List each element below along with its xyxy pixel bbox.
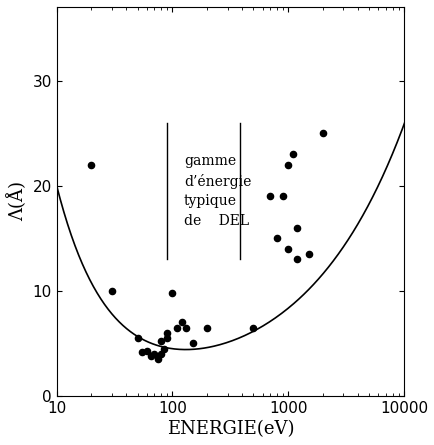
Point: [304, 251, 311, 258]
Point: [108, 287, 115, 295]
Point: [173, 324, 180, 331]
Point: [158, 338, 164, 345]
Point: [178, 319, 184, 326]
Point: [168, 289, 175, 296]
Point: [189, 340, 196, 347]
Point: [319, 129, 326, 137]
Point: [143, 347, 150, 354]
Point: [147, 352, 154, 360]
Point: [293, 256, 300, 263]
Point: [289, 150, 296, 158]
Point: [203, 324, 210, 331]
Point: [284, 161, 291, 168]
Point: [151, 350, 158, 357]
Text: gamme
d’énergie
typique
de    DEL: gamme d’énergie typique de DEL: [184, 154, 251, 228]
Point: [279, 193, 286, 200]
Point: [161, 345, 168, 352]
Y-axis label: Λ(Å): Λ(Å): [7, 182, 27, 222]
X-axis label: ENERGIE(eV): ENERGIE(eV): [166, 420, 293, 438]
Point: [158, 350, 164, 357]
Point: [163, 329, 170, 336]
Point: [182, 324, 189, 331]
Point: [293, 224, 300, 231]
Point: [266, 193, 273, 200]
Point: [284, 245, 291, 252]
Point: [88, 161, 95, 168]
Point: [154, 356, 161, 363]
Point: [134, 335, 141, 342]
Point: [249, 324, 256, 331]
Point: [163, 335, 170, 342]
Point: [138, 348, 145, 356]
Point: [273, 235, 280, 242]
